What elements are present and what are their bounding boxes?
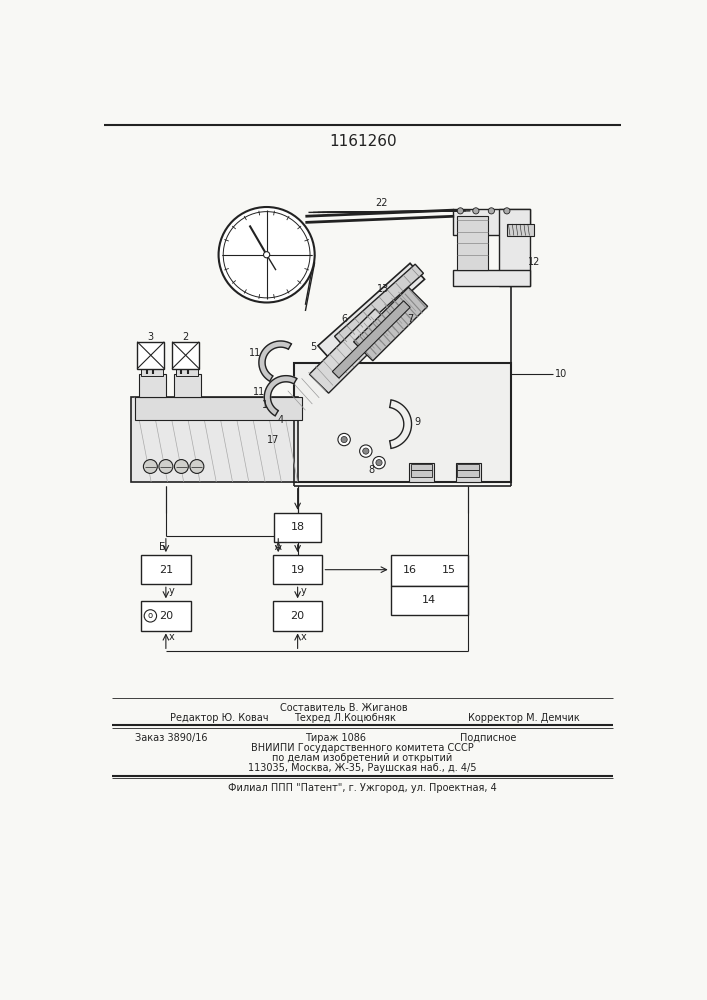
Text: 15: 15 xyxy=(442,565,456,575)
Text: 3: 3 xyxy=(147,332,153,342)
Bar xyxy=(409,463,434,482)
Bar xyxy=(176,368,198,376)
Text: Филиал ППП "Патент", г. Ужгород, ул. Проектная, 4: Филиал ППП "Патент", г. Ужгород, ул. Про… xyxy=(228,783,496,793)
Bar xyxy=(174,374,201,397)
Circle shape xyxy=(264,252,270,258)
Bar xyxy=(141,601,191,631)
Bar xyxy=(411,464,433,470)
Text: 19: 19 xyxy=(291,565,305,575)
Circle shape xyxy=(144,460,158,473)
Text: Техред Л.Коцюбняк: Техред Л.Коцюбняк xyxy=(293,713,396,723)
Text: Б: Б xyxy=(159,542,166,552)
Text: 6: 6 xyxy=(341,314,347,324)
Circle shape xyxy=(504,208,510,214)
Polygon shape xyxy=(334,264,423,345)
Text: 1161260: 1161260 xyxy=(329,134,397,149)
Text: 1: 1 xyxy=(262,400,268,410)
Circle shape xyxy=(363,448,369,454)
Text: 18: 18 xyxy=(291,522,305,532)
Text: 2: 2 xyxy=(182,332,188,342)
Bar xyxy=(273,555,322,584)
Circle shape xyxy=(360,445,372,457)
Bar xyxy=(507,224,534,235)
Text: 9: 9 xyxy=(415,417,421,427)
Text: Корректор М. Демчик: Корректор М. Демчик xyxy=(468,713,580,723)
Text: о: о xyxy=(148,611,153,620)
Polygon shape xyxy=(332,301,410,378)
Bar xyxy=(135,397,301,420)
Bar xyxy=(141,368,163,376)
Circle shape xyxy=(341,436,347,443)
Text: Тираж 1086: Тираж 1086 xyxy=(305,733,366,743)
Circle shape xyxy=(376,460,382,466)
Text: ВНИИПИ Государственного комитета СССР: ВНИИПИ Государственного комитета СССР xyxy=(250,743,473,753)
Bar xyxy=(499,209,530,286)
Text: у: у xyxy=(169,586,175,596)
Bar xyxy=(274,513,321,542)
Bar xyxy=(391,555,468,586)
Text: 22: 22 xyxy=(375,198,387,208)
Text: Редактор Ю. Ковач: Редактор Ю. Ковач xyxy=(170,713,268,723)
Text: Составитель В. Жиганов: Составитель В. Жиганов xyxy=(280,703,408,713)
Text: 10: 10 xyxy=(555,369,567,379)
Text: 4: 4 xyxy=(278,415,284,425)
Text: 11: 11 xyxy=(249,348,261,358)
Bar xyxy=(457,216,488,270)
Polygon shape xyxy=(310,309,395,393)
Text: 7: 7 xyxy=(407,314,413,324)
Polygon shape xyxy=(354,287,428,361)
Text: Заказ 3890/16: Заказ 3890/16 xyxy=(135,733,207,743)
Text: 113035, Москва, Ж-35, Раушская наб., д. 4/5: 113035, Москва, Ж-35, Раушская наб., д. … xyxy=(247,763,477,773)
Text: по делам изобретений и открытий: по делам изобретений и открытий xyxy=(271,753,452,763)
Text: 16: 16 xyxy=(403,565,417,575)
Bar xyxy=(273,601,322,631)
Bar xyxy=(141,555,191,584)
Text: А: А xyxy=(275,542,281,552)
Bar xyxy=(411,470,433,477)
Circle shape xyxy=(473,208,479,214)
Circle shape xyxy=(489,208,494,214)
Text: у: у xyxy=(301,586,307,596)
Bar xyxy=(293,363,510,482)
Text: 12: 12 xyxy=(528,257,540,267)
Text: 8: 8 xyxy=(368,465,374,475)
Bar xyxy=(139,374,166,397)
Text: 21: 21 xyxy=(159,565,173,575)
Circle shape xyxy=(218,207,315,302)
Text: Подписное: Подписное xyxy=(460,733,517,743)
Circle shape xyxy=(457,208,464,214)
Circle shape xyxy=(175,460,188,473)
Bar xyxy=(456,463,481,482)
Circle shape xyxy=(159,460,173,473)
Bar xyxy=(137,342,164,369)
Bar xyxy=(131,397,298,482)
Text: х: х xyxy=(301,632,307,642)
Text: 20: 20 xyxy=(291,611,305,621)
Bar xyxy=(452,209,530,235)
Bar xyxy=(457,464,479,470)
Bar xyxy=(391,586,468,615)
Polygon shape xyxy=(259,341,291,381)
Bar xyxy=(172,342,199,369)
Text: 14: 14 xyxy=(422,595,436,605)
Circle shape xyxy=(190,460,204,473)
Bar xyxy=(452,270,530,286)
Circle shape xyxy=(338,433,351,446)
Text: 17: 17 xyxy=(267,435,279,445)
Circle shape xyxy=(373,456,385,469)
Text: 13: 13 xyxy=(377,284,389,294)
Text: 11: 11 xyxy=(252,387,265,397)
Text: 5: 5 xyxy=(310,342,316,352)
Polygon shape xyxy=(318,263,425,362)
Text: 20: 20 xyxy=(159,611,173,621)
Text: х: х xyxy=(169,632,175,642)
Bar xyxy=(457,470,479,477)
Polygon shape xyxy=(264,376,297,416)
